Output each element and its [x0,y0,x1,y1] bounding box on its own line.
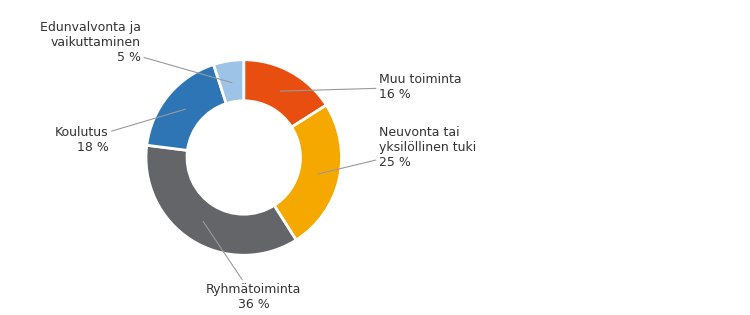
Text: Ryhmätoiminta
36 %: Ryhmätoiminta 36 % [203,221,302,311]
Text: Edunvalvonta ja
vaikuttaminen
5 %: Edunvalvonta ja vaikuttaminen 5 % [40,21,232,83]
Text: Koulutus
18 %: Koulutus 18 % [56,109,185,154]
Wedge shape [146,145,296,255]
Text: Muu toiminta
16 %: Muu toiminta 16 % [280,73,461,101]
Wedge shape [274,105,341,240]
Text: Neuvonta tai
yksilöllinen tuki
25 %: Neuvonta tai yksilöllinen tuki 25 % [318,126,476,174]
Wedge shape [214,60,244,104]
Wedge shape [244,60,326,127]
Wedge shape [147,65,226,150]
